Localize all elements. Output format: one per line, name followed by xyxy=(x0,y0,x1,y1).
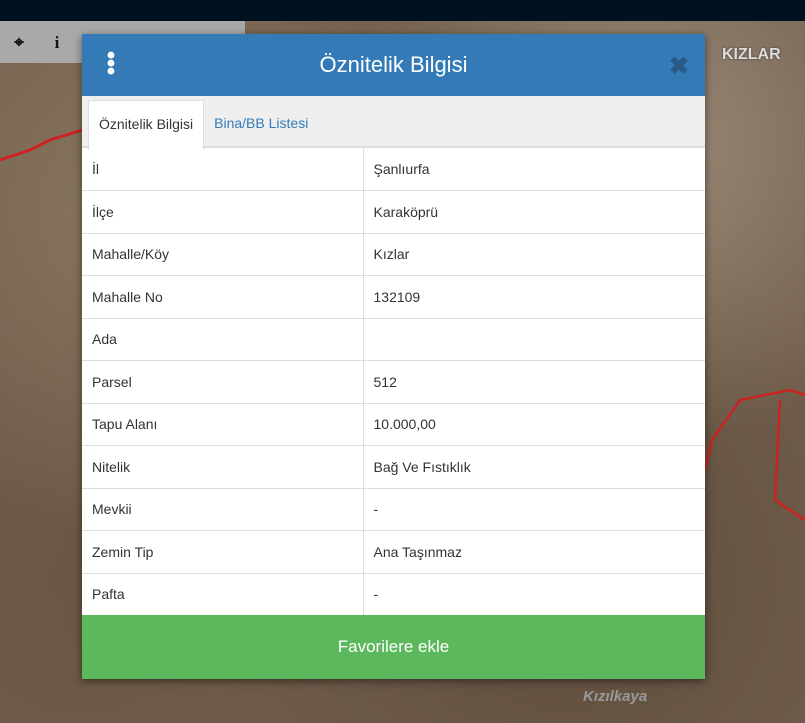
tab-bar: Öznitelik Bilgisi Bina/BB Listesi xyxy=(82,96,705,150)
info-icon[interactable]: i xyxy=(54,33,60,52)
attribute-value xyxy=(363,318,705,361)
close-icon[interactable]: ✖ xyxy=(668,53,689,80)
attribute-label: Mahalle/Köy xyxy=(82,233,364,276)
attribute-value: 132109 xyxy=(363,275,705,319)
table-row: Nitelik Bağ Ve Fıstıklık xyxy=(82,445,705,489)
map-label-kizlar: KIZLAR xyxy=(722,46,781,63)
table-row: Ada xyxy=(82,318,705,361)
table-row: Tapu Alanı 10.000,00 xyxy=(82,403,705,446)
attribute-label: İl xyxy=(82,148,364,191)
map-label-kizilkaya: Kızılkaya xyxy=(583,688,648,705)
attribute-label: Nitelik xyxy=(82,445,364,489)
kebab-menu-icon[interactable]: • • • xyxy=(106,42,116,85)
attribute-label: Tapu Alanı xyxy=(82,403,364,446)
attribute-label: Mevkii xyxy=(82,488,364,531)
attribute-value: - xyxy=(363,488,705,531)
tab-attribute-info[interactable]: Öznitelik Bilgisi xyxy=(88,100,205,150)
table-row: Mahalle/Köy Kızlar xyxy=(82,233,705,276)
table-row: Zemin Tip Ana Taşınmaz xyxy=(82,530,705,574)
table-row: İl Şanlıurfa xyxy=(82,148,705,191)
attribute-value: Kızlar xyxy=(363,233,705,276)
attribute-label: Pafta xyxy=(82,573,364,616)
top-bar xyxy=(0,0,805,21)
attribute-value: Ana Taşınmaz xyxy=(363,530,705,574)
attribute-info-dialog: • • • Öznitelik Bilgisi ✖ Öznitelik Bilgis… xyxy=(82,34,705,679)
attribute-label: Mahalle No xyxy=(82,275,364,319)
attribute-value: - xyxy=(363,573,705,616)
table-row: Mevkii - xyxy=(82,488,705,531)
table-row: İlçe Karaköprü xyxy=(82,190,705,234)
add-favorite-button[interactable]: Favorilere ekle xyxy=(82,615,705,679)
crosshair-icon[interactable]: ⌖ xyxy=(14,33,24,52)
attribute-label: Parsel xyxy=(82,360,364,404)
tab-building-list[interactable]: Bina/BB Listesi xyxy=(214,115,309,131)
attribute-value: Karaköprü xyxy=(363,190,705,234)
dialog-header: • • • Öznitelik Bilgisi ✖ xyxy=(82,34,705,96)
attribute-label: Zemin Tip xyxy=(82,530,364,574)
attribute-value: 512 xyxy=(363,360,705,404)
attribute-value: Bağ Ve Fıstıklık xyxy=(363,445,705,489)
table-row: Parsel 512 xyxy=(82,360,705,404)
attribute-label: Ada xyxy=(82,318,364,361)
table-row: Pafta - xyxy=(82,573,705,616)
attribute-label: İlçe xyxy=(82,190,364,234)
attribute-value: 10.000,00 xyxy=(363,403,705,446)
attribute-table: İl Şanlıurfa İlçe Karaköprü Mahalle/Köy Kızla… xyxy=(82,148,705,616)
attribute-value: Şanlıurfa xyxy=(363,148,705,191)
dialog-title: Öznitelik Bilgisi xyxy=(319,52,468,77)
table-row: Mahalle No 132109 xyxy=(82,275,705,319)
